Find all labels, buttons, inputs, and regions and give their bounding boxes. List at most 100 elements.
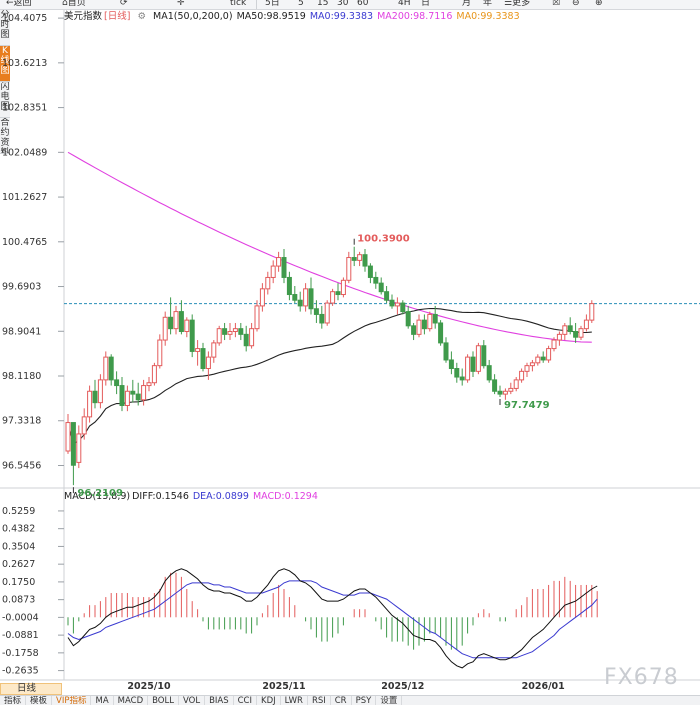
macd-y-tick-label: 0.4382 [2,524,35,535]
ma200-line [67,151,592,343]
close-indicator-icon[interactable]: ☒ [552,0,561,8]
period-5m-button[interactable]: 5 [298,0,304,8]
more-label: 更多 [512,0,531,8]
candle-body [578,328,584,338]
indicator-tab[interactable]: LWR [281,696,308,705]
settings-icon[interactable]: ⚙ [137,11,146,22]
candle-body [362,254,368,267]
candle-body [195,348,201,352]
candle-body [330,291,336,304]
candle-body [438,322,444,344]
period-month-button[interactable]: 月 [462,0,472,8]
indicator-tab[interactable]: CR [331,696,352,705]
back-button[interactable]: ←返回 [6,0,32,8]
candle-body [216,328,222,344]
period-30m-button[interactable]: 30 [337,0,349,8]
candle-body [481,345,487,367]
candle-body [394,302,400,307]
period-60m-button[interactable]: 60 [357,0,369,8]
watermark-logo: FX678 [604,665,679,690]
indicator-tab[interactable]: MA [91,696,114,705]
ma50-value: MA50:98.9519 [236,11,306,22]
candle-body [65,422,71,452]
y-tick-label: 103.6213 [2,58,47,69]
candle-body [497,390,503,395]
candle-body [535,356,541,364]
indicator-tab[interactable]: VOL [179,696,206,705]
candle-body [243,333,249,347]
indicator-tab[interactable]: PSY [352,696,377,705]
low-annotation: 97.7479 [504,400,550,411]
indicator-tab[interactable]: RSI [308,696,331,705]
indicator-tab[interactable]: KDJ [257,696,281,705]
indicator-tab[interactable]: 模板 [26,696,53,705]
tab-time-sharing[interactable]: 分时图 [0,10,10,46]
candle-body [346,257,352,281]
candle-body [405,311,411,327]
ma1-params: MA1(50,0,200,0) [153,11,233,22]
indicator-tab[interactable]: 指标 [0,696,27,705]
candle-body [524,365,530,372]
period-year-button[interactable]: 年 [483,0,493,8]
back-arrow-icon: ← [6,0,14,8]
more-button[interactable]: ☰更多 [504,0,530,8]
y-tick-label: 102.8351 [2,103,47,114]
period-5d-button[interactable]: 5日 [265,0,280,8]
indicator-tab[interactable]: CCI [234,696,258,705]
candle-body [157,339,163,367]
candle-body [443,342,449,361]
indicator-tab[interactable]: 设置 [376,696,403,705]
candle-body [378,282,384,293]
candle-body [373,276,379,284]
more-icon: ☰ [504,0,513,8]
period-4h-button[interactable]: 4H [398,0,411,8]
period-selector[interactable]: 日线 [0,683,62,695]
candle-body [540,356,546,361]
candle-body [589,303,595,321]
indicator-tab[interactable]: VIP指标 [52,696,92,705]
macd-y-tick-label: 0.2627 [2,559,35,570]
candle-body [340,279,346,296]
indicator-tabs: 指标 模板 VIP指标 MA MACD BOLL VOL BIAS CCI KDJ LWR RSI CR… [0,695,700,705]
zoom-out-icon[interactable]: ⊖ [572,0,580,8]
crosshair-icon[interactable]: ✛ [177,0,185,8]
candle-body [270,265,276,278]
candle-body [351,257,357,261]
home-label: 首页 [67,0,86,8]
refresh-icon[interactable]: ⟳ [120,0,128,8]
symbol-name: 美元指数 [64,11,103,22]
zoom-in-icon[interactable]: ⊕ [595,0,603,8]
indicator-tab[interactable]: BOLL [148,696,179,705]
ma0-value-2: MA0:99.3383 [456,11,520,22]
candle-body [238,328,244,335]
period-tag: [日线] [104,11,131,22]
dea-value: DEA:0.0899 [192,491,249,502]
tab-flash-chart[interactable]: 闪电图 [0,82,10,118]
tick-button[interactable]: tick [230,0,247,8]
candle-body [281,257,287,278]
candle-body [335,291,341,296]
diff-value: DIFF:0.1546 [132,491,189,502]
y-tick-label: 99.6903 [2,282,41,293]
candle-body [508,387,514,392]
candle-body [108,356,114,381]
candle-body [389,299,395,307]
period-15m-button[interactable]: 15 [317,0,329,8]
macd-y-tick-label: -0.2635 [2,666,39,677]
candle-body [448,359,454,370]
tab-contract-info[interactable]: 合约资料 [0,118,10,154]
macd-value: MACD:0.1294 [252,491,318,502]
candle-body [87,390,93,418]
indicator-tab[interactable]: MACD [114,696,149,705]
main-legend: 美元指数 [日线] ⚙ MA1(50,0,200,0) MA50:98.9519 MA… [64,11,524,23]
period-day-button[interactable]: 日 [421,0,431,8]
candle-body [519,370,525,381]
home-button[interactable]: ⌂首页 [62,0,86,8]
tab-kline[interactable]: K线图 [0,46,10,82]
candle-body [400,302,406,313]
candle-body [432,313,438,324]
indicator-tab[interactable]: BIAS [205,696,234,705]
toolbar-divider [256,0,257,9]
candle-body [92,390,98,404]
